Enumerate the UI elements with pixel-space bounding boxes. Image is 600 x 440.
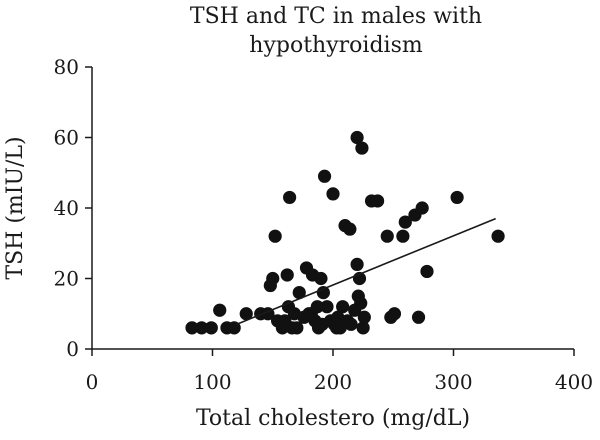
trend-line — [236, 217, 496, 326]
y-tick-label: 0 — [66, 337, 79, 361]
data-point — [310, 300, 324, 314]
x-tick-label: 0 — [86, 370, 99, 394]
x-axis-label: Total cholestero (mg/dL) — [196, 406, 470, 431]
data-point — [266, 271, 280, 286]
data-point — [491, 229, 505, 243]
y-tick-label: 60 — [54, 126, 79, 150]
x-tick-label: 100 — [193, 370, 231, 394]
data-point — [185, 321, 199, 335]
data-point — [292, 286, 306, 300]
data-point — [350, 257, 364, 271]
data-point — [290, 321, 304, 335]
y-tick-label: 20 — [54, 267, 79, 291]
x-ticks: 0 100 200 300 400 — [86, 349, 593, 394]
data-point — [343, 222, 357, 236]
data-point — [314, 271, 328, 286]
data-point — [450, 190, 464, 205]
data-point — [370, 194, 385, 208]
x-tick-label: 200 — [314, 370, 352, 394]
y-ticks: 0 20 40 60 80 — [54, 55, 92, 361]
chart-title-line-2: hypothyroidism — [249, 33, 423, 58]
data-point — [326, 187, 340, 201]
data-point — [387, 307, 402, 321]
data-point — [320, 300, 334, 314]
data-point — [280, 268, 294, 282]
data-point — [344, 317, 358, 331]
data-point — [283, 190, 297, 205]
x-tick-label: 300 — [434, 370, 472, 394]
data-point — [357, 310, 371, 324]
data-point — [204, 321, 218, 335]
data-point — [316, 286, 330, 300]
data-point — [396, 229, 410, 243]
data-point — [317, 169, 332, 183]
data-point — [415, 201, 429, 215]
data-point — [420, 264, 434, 279]
data-point — [411, 310, 426, 324]
data-point — [195, 321, 209, 335]
y-axis-label: TSH (mIU/L) — [3, 136, 28, 279]
data-point — [336, 300, 350, 314]
data-point — [350, 130, 364, 145]
y-tick-label: 40 — [54, 196, 79, 220]
data-point — [356, 321, 370, 335]
data-point — [213, 303, 227, 317]
data-point — [398, 215, 412, 229]
x-tick-label: 400 — [555, 370, 593, 394]
data-point — [239, 307, 253, 321]
data-point — [380, 229, 394, 243]
data-points — [185, 130, 505, 335]
data-point — [355, 141, 369, 155]
data-point — [268, 229, 282, 243]
chart-title-line-1: TSH and TC in males with — [190, 4, 482, 29]
data-point — [354, 296, 368, 310]
y-tick-label: 80 — [54, 55, 79, 79]
